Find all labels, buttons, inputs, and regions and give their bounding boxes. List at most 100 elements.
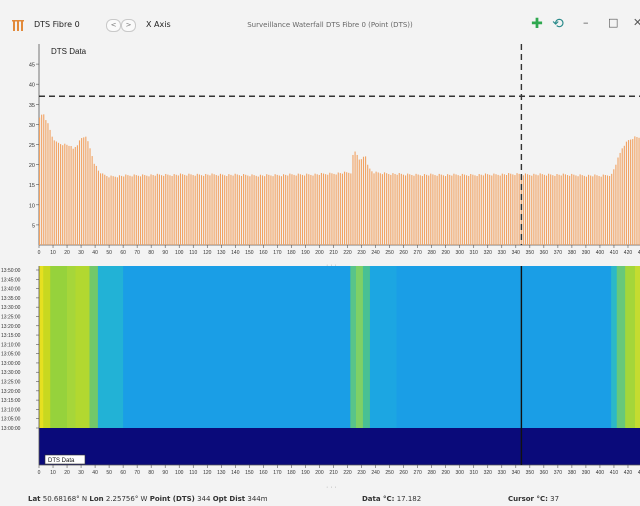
heatmap-x-tick-label: 350 [526, 470, 535, 476]
heatmap-x-tick-label: 320 [484, 470, 493, 476]
dts-bar [459, 175, 461, 245]
dts-bar [543, 174, 545, 245]
bottom-splitter-handle[interactable]: · · · [326, 484, 337, 491]
dts-bar [392, 173, 394, 245]
dts-bar [135, 175, 137, 245]
dts-bar [301, 174, 304, 245]
close-button[interactable]: ✕ [633, 16, 640, 29]
forward-button[interactable]: > [121, 19, 136, 32]
x-tick-label: 260 [399, 250, 408, 256]
y-tick-label: 40 [29, 83, 35, 89]
dts-bar [451, 175, 453, 245]
dts-bar [154, 175, 156, 245]
dts-waterfall-panel[interactable]: 13:50:00 13:45:00 13:40:00 13:35:00 13:30:00… [1, 266, 640, 476]
dts-bar [394, 173, 396, 245]
dts-bar [634, 136, 636, 245]
x-tick-label: 140 [231, 250, 240, 256]
heatmap-x-tick-label: 30 [78, 470, 84, 476]
dts-bar [421, 175, 423, 245]
maximize-button[interactable]: □ [608, 16, 619, 29]
heatmap-x-tick-label: 150 [245, 470, 254, 476]
dts-bar [596, 175, 598, 245]
dts-bar [623, 145, 625, 245]
x-tick-label: 80 [148, 250, 154, 256]
dts-bar [505, 174, 508, 245]
dts-bar [236, 174, 238, 245]
fibre-name: DTS Fibre 0 [34, 20, 80, 29]
minimize-button[interactable]: – [583, 16, 589, 29]
dts-bar [407, 173, 409, 245]
x-tick-label: 60 [120, 250, 126, 256]
dts-bar [619, 152, 621, 245]
dts-bar [638, 137, 640, 245]
dts-bar [463, 174, 466, 245]
dts-bar [333, 173, 335, 245]
dts-bar [45, 120, 47, 245]
dts-bar [564, 174, 566, 245]
dts-bar [249, 176, 251, 245]
dts-bar [152, 175, 154, 245]
x-axis-toggle[interactable]: X Axis [146, 20, 171, 29]
time-tick-label: 13:30:00 [1, 370, 21, 376]
dts-bar [245, 174, 247, 245]
dts-bar [335, 174, 337, 245]
heatmap-x-tick-label: 80 [148, 470, 154, 476]
x-tick-label: 160 [259, 250, 268, 256]
refresh-icon[interactable]: ⟲ [552, 16, 564, 32]
x-tick-label: 20 [64, 250, 70, 256]
dts-bar [276, 174, 278, 245]
dts-bar [632, 139, 634, 245]
dts-bar [373, 173, 375, 245]
heatmap-x-tick-label: 370 [554, 470, 563, 476]
splitter-handle[interactable]: · · · [326, 262, 337, 269]
dts-bar [396, 174, 398, 245]
dts-bar [123, 176, 125, 245]
x-tick-label: 240 [371, 250, 380, 256]
x-tick-label: 210 [329, 250, 338, 256]
dts-bar [171, 176, 173, 245]
heatmap-band [350, 266, 357, 428]
dts-bar [306, 173, 308, 245]
heatmap-x-tick-label: 380 [568, 470, 577, 476]
x-tick-label: 180 [287, 250, 296, 256]
window-title: Surveillance Waterfall DTS Fibre 0 (Poin… [247, 21, 413, 29]
time-tick-label: 13:15:00 [1, 333, 21, 339]
heatmap-x-tick-label: 200 [315, 470, 324, 476]
heatmap-x-tick-label: 180 [287, 470, 296, 476]
heatmap-x-tick-label: 190 [301, 470, 310, 476]
dts-bar [360, 159, 362, 245]
dts-bar [139, 176, 142, 245]
x-tick-label: 270 [413, 250, 422, 256]
dts-bar [127, 175, 129, 245]
dts-bar [541, 174, 543, 245]
add-icon[interactable]: ✚ [531, 16, 543, 32]
heatmap-x-tick-label: 340 [512, 470, 521, 476]
dts-bar [173, 174, 175, 245]
dts-bar [226, 176, 228, 245]
dts-bar [594, 174, 596, 245]
dts-bar [297, 173, 299, 245]
dts-bar [354, 151, 356, 245]
time-tick-label: 13:25:00 [1, 314, 21, 320]
x-tick-label: 230 [357, 250, 366, 256]
dts-bar [482, 175, 484, 245]
heatmap-band [616, 266, 626, 428]
dts-bar [539, 173, 541, 245]
dts-bar [379, 173, 381, 245]
dts-bar-panel[interactable]: 5 10 15 20 25 30 35 40 45 0 10 20 30 40 50 60 70 80 90 100 1… [29, 44, 640, 256]
dts-bar [148, 176, 150, 245]
dts-bar [108, 177, 110, 245]
dts-bar [310, 174, 312, 245]
dts-bar [398, 173, 400, 245]
dts-bar [497, 174, 499, 245]
dts-bar [247, 175, 249, 245]
time-tick-label: 13:05:00 [1, 352, 21, 358]
back-button[interactable]: < [106, 19, 121, 32]
dts-bar [583, 175, 585, 245]
y-tick-label: 25 [29, 143, 35, 149]
status-data: Data °C: 17.182 [362, 495, 421, 503]
heatmap-x-tick-label: 220 [343, 470, 352, 476]
heatmap-x-tick-label: 120 [203, 470, 212, 476]
dts-bar [91, 156, 93, 245]
